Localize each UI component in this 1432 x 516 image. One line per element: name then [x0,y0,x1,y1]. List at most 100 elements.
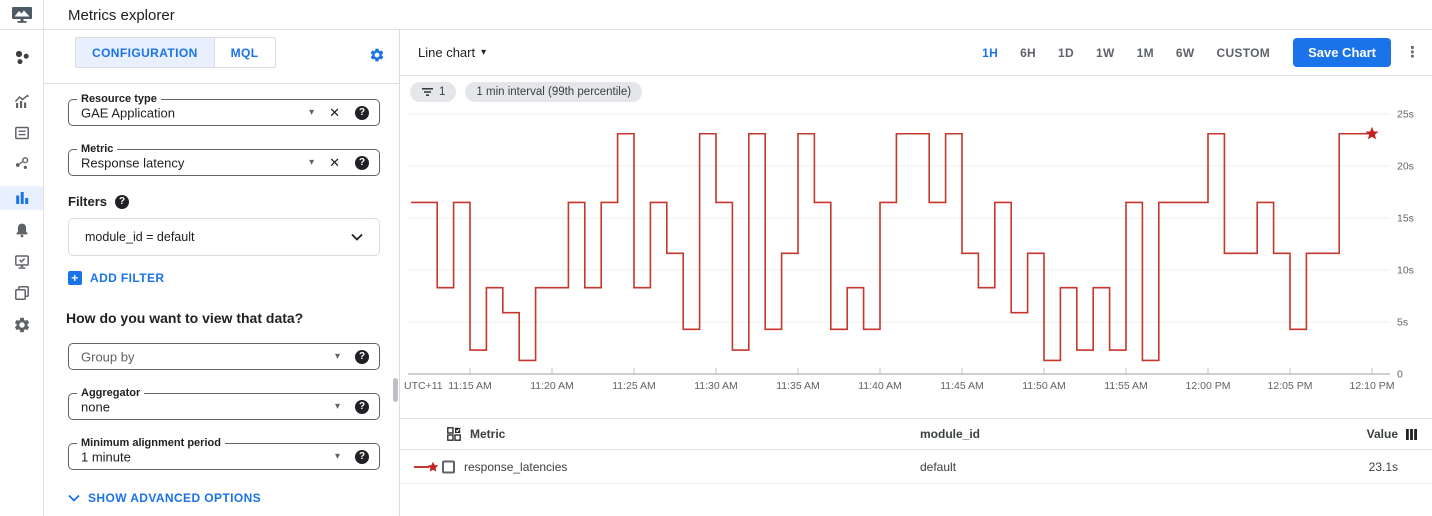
resource-type-label: Resource type [77,93,161,105]
group-by-field[interactable]: Group by ▾ ? [68,343,380,370]
help-icon[interactable]: ? [355,449,369,464]
time-range-1m[interactable]: 1M [1126,40,1165,66]
view-data-heading: How do you want to view that data? [66,310,304,326]
clear-icon[interactable]: ✕ [329,105,340,120]
time-range-custom[interactable]: CUSTOM [1205,40,1281,66]
monitoring-logo-icon [11,7,32,23]
filter-value: module_id = default [85,230,195,244]
column-value[interactable]: Value [1366,427,1398,441]
uptime-checks-icon [14,255,29,269]
svg-text:12:10 PM: 12:10 PM [1350,380,1395,392]
resource-type-field[interactable]: Resource type GAE Application ▾ ✕ ? [68,93,380,126]
interval-chip-label: 1 min interval (99th percentile) [476,86,632,98]
svg-text:0: 0 [1397,369,1403,381]
svg-text:12:05 PM: 12:05 PM [1268,380,1313,392]
svg-text:15s: 15s [1397,213,1414,225]
add-filter-button[interactable]: + ADD FILTER [68,271,164,285]
config-scrollbar[interactable] [393,378,398,402]
help-icon[interactable]: ? [355,105,369,120]
monitoring-logo[interactable] [0,0,44,30]
min-alignment-field[interactable]: Minimum alignment period 1 minute ▾ ? [68,437,380,470]
aggregator-label: Aggregator [77,387,145,399]
sidebar-item-services[interactable] [0,152,43,176]
chevron-down-icon: ▾ [481,46,487,58]
sidebar-item-settings[interactable] [0,313,43,337]
sidebar-item-dashboards[interactable] [0,121,43,145]
chip-row: 1 1 min interval (99th percentile) [410,82,643,102]
chart-type-dropdown[interactable]: Line chart ▾ [418,45,486,60]
metric-grid-icon[interactable] [447,427,461,441]
latency-chart[interactable]: 0 5s 10s 15s 20s 25s UTC+11 11:15 AM 11:20 AM 11:… [400,96,1432,396]
sidebar-item-groups[interactable] [0,281,43,305]
column-settings-icon[interactable] [1405,428,1418,441]
svg-text:20s: 20s [1397,161,1414,173]
svg-text:11:15 AM: 11:15 AM [448,380,492,392]
kebab-menu-icon[interactable]: ⋮ [1405,44,1420,61]
filter-icon [422,88,433,96]
alerting-bell-icon [15,223,28,238]
svg-text:10s: 10s [1397,265,1414,277]
cell-value: 23.1s [1368,459,1398,474]
save-chart-button[interactable]: Save Chart [1293,38,1391,67]
monitoring-overview-icon [15,50,29,65]
sidebar-item-uptime-checks[interactable] [0,250,43,274]
metrics-explorer-icon [15,192,28,204]
page-title: Metrics explorer [68,6,175,24]
groups-icon [14,286,29,300]
metric-label: Metric [77,143,118,155]
column-metric[interactable]: Metric [470,427,506,441]
sidebar-item-alerting[interactable] [0,218,43,242]
clear-icon[interactable]: ✕ [329,155,340,170]
help-icon[interactable]: ? [355,155,369,170]
help-icon[interactable]: ? [115,194,130,209]
filter-count-chip[interactable]: 1 [410,82,457,102]
time-range-1d[interactable]: 1D [1047,40,1085,66]
help-icon[interactable]: ? [355,349,369,364]
svg-text:UTC+11: UTC+11 [404,380,443,392]
chart-panel: Line chart ▾ 1H 6H 1D 1W 1M 6W CUSTOM Save Cha… [400,30,1432,516]
interval-chip[interactable]: 1 min interval (99th percentile) [465,82,643,102]
top-bar: Metrics explorer [0,0,1432,30]
time-range-1w[interactable]: 1W [1085,40,1126,66]
config-settings-button[interactable] [369,47,385,63]
svg-text:11:30 AM: 11:30 AM [694,380,738,392]
row-checkbox[interactable] [442,460,455,473]
chevron-down-icon[interactable]: ▾ [334,450,340,462]
legend-table-row[interactable]: response_latencies default 23.1s [400,450,1432,484]
time-range-group: 1H 6H 1D 1W 1M 6W CUSTOM [971,40,1281,66]
gear-icon [370,48,384,62]
tab-configuration[interactable]: CONFIGURATION [76,38,214,67]
side-nav [0,30,44,516]
tab-mql[interactable]: MQL [213,38,275,67]
chevron-down-icon[interactable]: ▾ [309,106,315,118]
metric-field[interactable]: Metric Response latency ▾ ✕ ? [68,143,380,176]
plus-icon: + [68,271,82,285]
sidebar-item-overview[interactable] [0,46,43,70]
time-range-6h[interactable]: 6H [1009,40,1047,66]
group-by-placeholder: Group by [81,349,135,364]
chevron-down-icon[interactable]: ▾ [334,400,340,412]
time-range-6w[interactable]: 6W [1165,40,1206,66]
filters-section-label: Filters ? [68,194,130,209]
svg-text:11:35 AM: 11:35 AM [776,380,820,392]
svg-text:11:40 AM: 11:40 AM [858,380,902,392]
configuration-panel: CONFIGURATION MQL Resource type GAE Appl… [44,30,400,516]
show-advanced-options-button[interactable]: SHOW ADVANCED OPTIONS [68,491,261,505]
column-module-id[interactable]: module_id [920,427,981,441]
min-alignment-label: Minimum alignment period [77,437,225,449]
sidebar-item-metrics-explorer[interactable] [0,186,43,210]
chevron-down-icon[interactable]: ▾ [334,350,340,362]
star-icon [427,461,439,472]
svg-text:5s: 5s [1397,317,1408,329]
divider [44,83,399,84]
min-alignment-value: 1 minute [81,449,131,464]
sidebar-item-metrics-trend[interactable] [0,90,43,114]
series-legend-mark [414,461,439,472]
help-icon[interactable]: ? [355,399,369,414]
aggregator-field[interactable]: Aggregator none ▾ ? [68,387,380,420]
time-range-1h[interactable]: 1H [971,40,1009,66]
filter-chip[interactable]: module_id = default [68,218,380,256]
chevron-down-icon[interactable]: ▾ [309,156,315,168]
add-filter-label: ADD FILTER [90,271,165,285]
